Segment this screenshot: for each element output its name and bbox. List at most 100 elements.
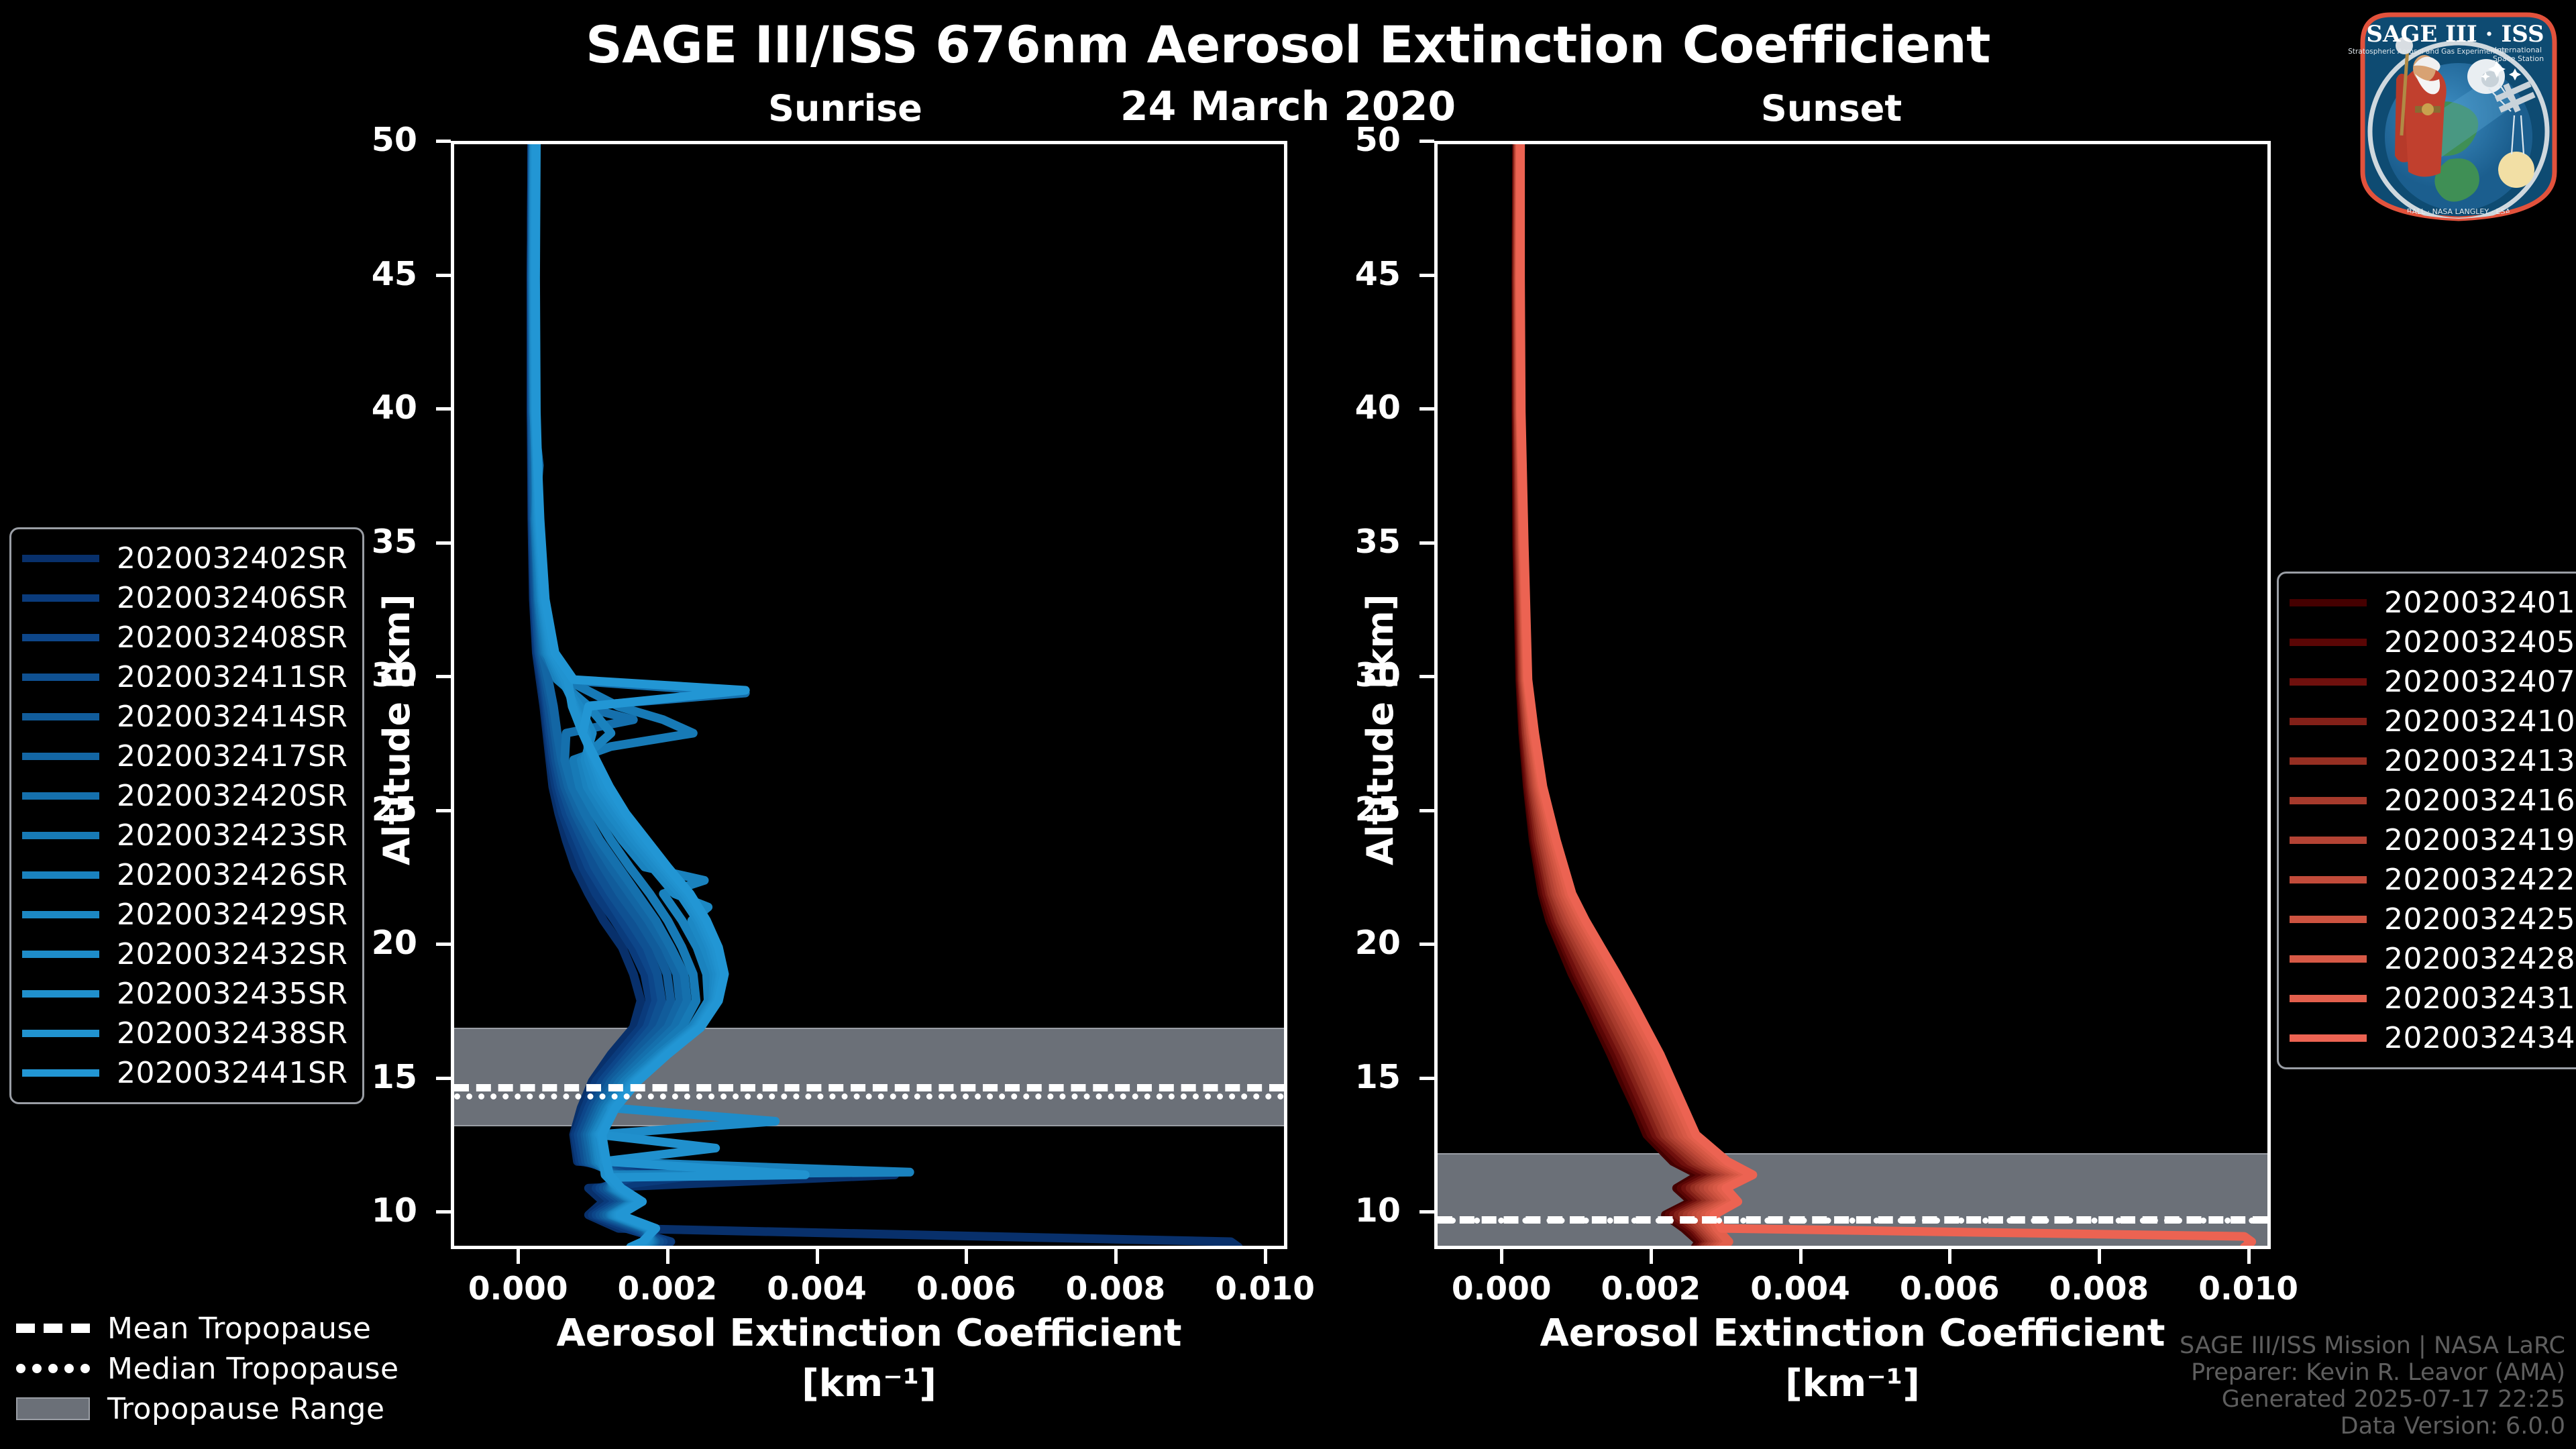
legend-item-label: 2020032425SS	[2384, 902, 2576, 936]
legend-item-label: 2020032441SR	[117, 1056, 348, 1090]
legend-item-label: 2020032407SS	[2384, 665, 2576, 699]
x-axis-tick-label: 0.002	[1601, 1271, 1701, 1307]
profile-line	[1512, 144, 1721, 1246]
y-axis-tick-label: 45	[371, 254, 417, 293]
y-axis-tick-label: 30	[1354, 656, 1401, 695]
sunrise-legend-item[interactable]: 2020032402SR	[22, 539, 347, 578]
sunset-legend-item[interactable]: 2020032405SS	[2290, 623, 2576, 662]
legend-color-swatch	[22, 1030, 99, 1037]
sunset-legend-item[interactable]: 2020032425SS	[2290, 900, 2576, 939]
sunrise-legend-item[interactable]: 2020032417SR	[22, 737, 347, 776]
page-title: SAGE III/ISS 676nm Aerosol Extinction Co…	[585, 15, 1991, 74]
sage-iii-iss-logo: BALL · NASA LANGLEY · ESA SAGE III · ISS…	[2348, 4, 2569, 225]
legend-color-swatch	[2290, 995, 2367, 1002]
sunrise-legend-item[interactable]: 2020032414SR	[22, 697, 347, 737]
profile-line	[531, 144, 750, 1246]
sunrise-legend-item[interactable]: 2020032423SR	[22, 816, 347, 855]
legend-color-swatch	[2290, 639, 2367, 646]
x-axis-tick-label: 0.004	[767, 1271, 867, 1307]
legend-item-label: 2020032417SR	[117, 739, 348, 773]
svg-text:International: International	[2495, 46, 2542, 54]
legend-color-swatch	[2290, 876, 2367, 883]
sunset-legend-item[interactable]: 2020032431SS	[2290, 979, 2576, 1018]
date-subtitle: 24 March 2020	[1120, 83, 1456, 130]
sunrise-legend-item[interactable]: 2020032420SR	[22, 776, 347, 816]
tropopause-legend-swatch-dotted	[16, 1364, 90, 1373]
legend-item-label: 2020032402SR	[117, 541, 348, 576]
tropopause-legend-item: Mean Tropopause	[16, 1308, 399, 1348]
sunrise-legend-item[interactable]: 2020032408SR	[22, 618, 347, 657]
sunrise-legend-item[interactable]: 2020032411SR	[22, 657, 347, 697]
sunrise-legend-item[interactable]: 2020032426SR	[22, 855, 347, 895]
x-axis-tick	[1799, 1249, 1803, 1264]
sunset-legend-item[interactable]: 2020032401SS	[2290, 583, 2576, 623]
sunset-legend-item[interactable]: 2020032428SS	[2290, 939, 2576, 979]
sunrise-legend-item[interactable]: 2020032432SR	[22, 934, 347, 974]
credits-line-generated: Generated 2025-07-17 22:25	[2221, 1386, 2565, 1413]
sunrise-legend-item[interactable]: 2020032406SR	[22, 578, 347, 618]
y-axis-tick	[1419, 273, 1434, 277]
x-axis-tick	[665, 1249, 669, 1264]
sunset-legend-item[interactable]: 2020032422SS	[2290, 860, 2576, 900]
sunset-legend-item[interactable]: 2020032419SS	[2290, 820, 2576, 860]
y-axis-tick	[436, 541, 451, 545]
legend-item-label: 2020032434SS	[2384, 1021, 2576, 1055]
legend-color-swatch	[2290, 797, 2367, 804]
x-axis-tick	[2097, 1249, 2101, 1264]
x-axis-tick	[1948, 1249, 1952, 1264]
y-axis-tick-label: 25	[371, 790, 417, 828]
legend-item-label: 2020032411SR	[117, 660, 348, 694]
x-axis-tick-label: 0.008	[1065, 1271, 1166, 1307]
sunset-panel-header: Sunset	[1760, 87, 1902, 129]
y-axis-tick-label: 35	[1354, 522, 1401, 561]
sunset-legend-item[interactable]: 2020032413SS	[2290, 741, 2576, 781]
legend-color-swatch	[22, 594, 99, 602]
legend-item-label: 2020032414SR	[117, 700, 348, 734]
sunset-legend-item[interactable]: 2020032416SS	[2290, 781, 2576, 820]
sunrise-legend-item[interactable]: 2020032438SR	[22, 1014, 347, 1053]
sunset-legend-item[interactable]: 2020032407SS	[2290, 662, 2576, 702]
svg-text:Space Station: Space Station	[2493, 54, 2544, 63]
y-axis-tick	[436, 1076, 451, 1080]
legend-color-swatch	[22, 911, 99, 918]
legend-color-swatch	[2290, 837, 2367, 844]
sunset-legend-item[interactable]: 2020032410SS	[2290, 702, 2576, 741]
legend-item-label: 2020032416SS	[2384, 784, 2576, 818]
y-axis-tick-label: 35	[371, 522, 417, 561]
x-axis-tick	[815, 1249, 819, 1264]
x-axis-tick-label: 0.006	[1899, 1271, 2000, 1307]
legend-item-label: 2020032423SR	[117, 818, 348, 853]
legend-color-swatch	[22, 555, 99, 562]
y-axis-tick	[436, 140, 451, 143]
sunrise-legend-item[interactable]: 2020032441SR	[22, 1053, 347, 1093]
y-axis-tick	[436, 1210, 451, 1214]
x-axis-tick-label: 0.010	[2198, 1271, 2298, 1307]
x-axis-tick-label: 0.000	[1451, 1271, 1552, 1307]
legend-color-swatch	[22, 792, 99, 800]
legend-color-swatch	[22, 634, 99, 641]
sunrise-legend-item[interactable]: 2020032435SR	[22, 974, 347, 1014]
legend-item-label: 2020032401SS	[2384, 586, 2576, 620]
sunrise-series-legend[interactable]: 2020032402SR 2020032406SR 2020032408SR 2020…	[9, 527, 365, 1104]
sunrise-legend-item[interactable]: 2020032429SR	[22, 895, 347, 934]
x-axis-tick	[1649, 1249, 1653, 1264]
sunset-series-legend[interactable]: 2020032401SS 2020032405SS 2020032407SS 2020…	[2277, 572, 2576, 1069]
legend-color-swatch	[22, 1069, 99, 1077]
profile-curves	[1511, 144, 2257, 1246]
mean-tropopause-line	[454, 1083, 1284, 1091]
legend-item-label: 2020032438SR	[117, 1016, 348, 1051]
x-axis-tick	[2247, 1249, 2251, 1264]
legend-color-swatch	[22, 990, 99, 998]
tropopause-legend-label: Mean Tropopause	[107, 1311, 372, 1346]
y-axis-tick	[436, 407, 451, 411]
legend-item-label: 2020032413SS	[2384, 744, 2576, 778]
y-axis-tick-label: 40	[371, 388, 417, 427]
sunset-legend-item[interactable]: 2020032434SS	[2290, 1018, 2576, 1058]
y-axis-tick-label: 50	[371, 121, 417, 159]
x-axis-tick	[1263, 1249, 1267, 1264]
right-x-axis-title-line1: Aerosol Extinction Coefficient	[1540, 1311, 2165, 1355]
credits-line-mission: SAGE III/ISS Mission | NASA LaRC	[2180, 1332, 2565, 1359]
y-axis-tick	[436, 808, 451, 812]
y-axis-tick-label: 50	[1354, 121, 1401, 159]
y-axis-tick	[1419, 541, 1434, 545]
